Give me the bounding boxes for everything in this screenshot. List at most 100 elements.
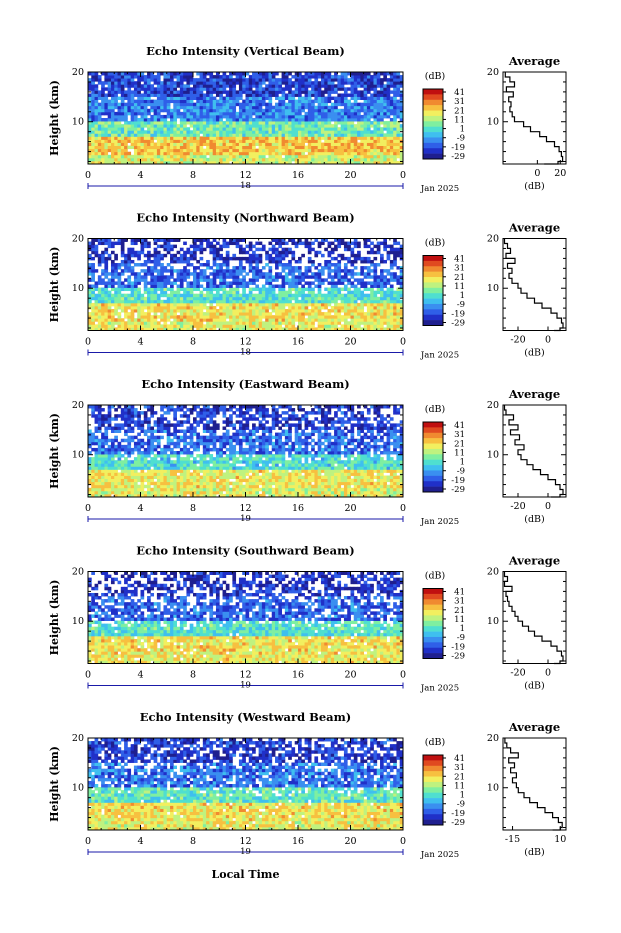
panel-2-heatmap-cell: [308, 321, 312, 324]
panel-1-heatmap-cell: [193, 158, 197, 161]
panel-1-heatmap-cell: [118, 152, 122, 155]
panel-1-heatmap-cell: [236, 75, 240, 78]
panel-2-heatmap-cell: [259, 318, 263, 321]
panel-2-heatmap-cell: [232, 324, 236, 327]
panel-1-heatmap-cell: [373, 146, 377, 149]
panel-2-heatmap-cell: [321, 300, 325, 303]
panel-1-heatmap-cell: [393, 93, 397, 96]
panel-1-heatmap-cell: [163, 90, 167, 93]
panel-1-heatmap-cell: [357, 130, 361, 133]
panel-1-heatmap-cell: [377, 72, 381, 75]
panel-2-heatmap-cell: [131, 285, 135, 288]
panel-2-heatmap-cell: [301, 324, 305, 327]
panel-2-heatmap-cell: [396, 315, 400, 318]
panel-1-heatmap-cell: [219, 139, 223, 142]
panel-2-heatmap-cell: [314, 266, 318, 269]
panel-1-heatmap-cell: [367, 155, 371, 158]
panel-1-heatmap-cell: [272, 112, 276, 115]
panel-2-heatmap-cell: [390, 251, 394, 254]
panel-1-heatmap-cell: [249, 87, 253, 90]
panel-2-heatmap-cell: [104, 285, 108, 288]
panel-2-heatmap-cell: [255, 321, 259, 324]
panel-1-heatmap-cell: [314, 112, 318, 115]
panel-2-heatmap-cell: [380, 312, 384, 315]
panel-2-heatmap-cell: [396, 309, 400, 312]
panel-1-heatmap-cell: [177, 158, 181, 161]
panel-1-heatmap-cell: [282, 109, 286, 112]
panel-1-heatmap-cell: [305, 87, 309, 90]
panel-2-heatmap-cell: [163, 285, 167, 288]
panel-1-heatmap-cell: [311, 90, 315, 93]
panel-1-heatmap-cell: [239, 115, 243, 118]
panel-2-heatmap-cell: [209, 306, 213, 309]
panel-2-heatmap-cell: [229, 306, 233, 309]
panel-2-heatmap-cell: [111, 251, 115, 254]
panel-1-heatmap-cell: [196, 97, 200, 100]
panel-1-heatmap-cell: [334, 103, 338, 106]
panel-2-heatmap-cell: [321, 269, 325, 272]
panel-1-heatmap-cell: [259, 127, 263, 130]
panel-2-heatmap-cell: [370, 318, 374, 321]
panel-1-heatmap-cell: [373, 127, 377, 130]
panel-2-heatmap-cell: [229, 272, 233, 275]
panel-1-heatmap-cell: [118, 81, 122, 84]
panel-1-heatmap-cell: [101, 143, 105, 146]
panel-2-heatmap-cell: [305, 324, 309, 327]
panel-2-heatmap-cell: [226, 309, 230, 312]
panel-1-heatmap-cell: [213, 130, 217, 133]
panel-1-heatmap-cell: [180, 136, 184, 139]
panel-1-heatmap-cell: [321, 143, 325, 146]
panel-1-heatmap-cell: [213, 84, 217, 87]
panel-2-heatmap-cell: [249, 303, 253, 306]
panel-1-heatmap-cell: [219, 100, 223, 103]
panel-2-heatmap-cell: [144, 275, 148, 278]
panel-1-heatmap-cell: [278, 133, 282, 136]
panel-2-heatmap-cell: [373, 278, 377, 281]
panel-1-heatmap-cell: [298, 133, 302, 136]
panel-1-heatmap-cell: [334, 152, 338, 155]
panel-1-heatmap-cell: [314, 72, 318, 75]
panel-2-heatmap-cell: [170, 309, 174, 312]
panel-2-heatmap-cell: [200, 294, 204, 297]
panel-1-heatmap-cell: [216, 124, 220, 127]
panel-1-heatmap-cell: [193, 78, 197, 81]
panel-1-heatmap-cell: [200, 118, 204, 121]
panel-2-heatmap-cell: [163, 312, 167, 315]
panel-2-heatmap-cell: [265, 309, 269, 312]
panel-1-heatmap-cell: [314, 100, 318, 103]
panel-2-heatmap-cell: [206, 294, 210, 297]
panel-1-heatmap-cell: [157, 93, 161, 96]
panel-1-heatmap-cell: [268, 100, 272, 103]
panel-1-heatmap-cell: [344, 100, 348, 103]
panel-2-heatmap-cell: [268, 278, 272, 281]
panel-2-heatmap-cell: [328, 260, 332, 263]
panel-1-heatmap-cell: [98, 90, 102, 93]
panel-2-heatmap-cell: [393, 248, 397, 251]
panel-1-heatmap-cell: [255, 106, 259, 109]
panel-1-heatmap-cell: [305, 155, 309, 158]
panel-2-heatmap-cell: [91, 321, 95, 324]
panel-1-heatmap-cell: [108, 81, 112, 84]
panel-1-heatmap-cell: [163, 152, 167, 155]
panel-2-heatmap-cell: [108, 315, 112, 318]
panel-1-heatmap-cell: [137, 139, 141, 142]
panel-2-heatmap-cell: [127, 269, 131, 272]
panel-2-heatmap-cell: [108, 278, 112, 281]
panel-1-heatmap-cell: [393, 127, 397, 130]
panel-2-heatmap-cell: [95, 297, 99, 300]
panel-2-heatmap-cell: [170, 306, 174, 309]
panel-1-heatmap-cell: [114, 146, 118, 149]
panel-1-heatmap-cell: [229, 133, 233, 136]
panel-2-heatmap-cell: [186, 306, 190, 309]
panel-2-heatmap-cell: [144, 297, 148, 300]
panel-2-heatmap-cell: [134, 275, 138, 278]
panel-2-heatmap-cell: [282, 251, 286, 254]
panel-2-heatmap-cell: [291, 288, 295, 291]
panel-2-heatmap-cell: [223, 260, 227, 263]
panel-2-heatmap-cell: [259, 303, 263, 306]
panel-2-heatmap-cell: [206, 242, 210, 245]
panel-2-heatmap-cell: [147, 297, 151, 300]
panel-1-heatmap-cell: [311, 115, 315, 118]
panel-1-heatmap-cell: [177, 130, 181, 133]
panel-1-heatmap-cell: [272, 158, 276, 161]
